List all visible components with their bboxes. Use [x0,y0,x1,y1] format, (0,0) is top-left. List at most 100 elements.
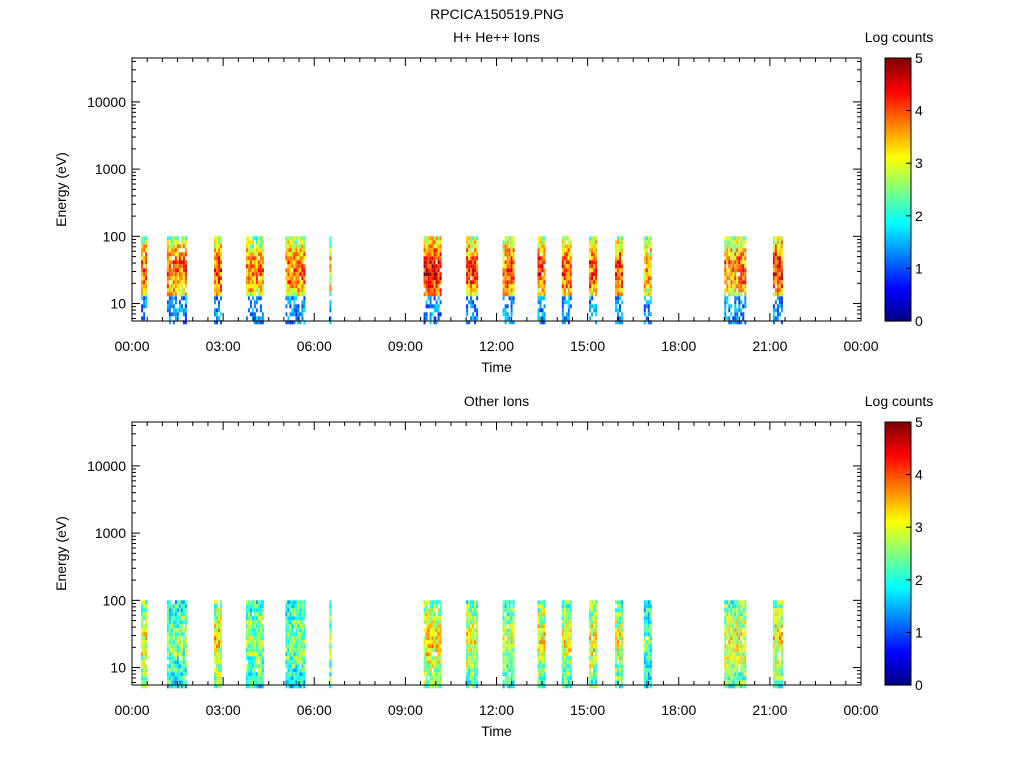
spectrogram-cell [253,676,256,681]
spectrogram-cell [178,268,181,273]
spectrogram-cell [510,300,513,305]
spectrogram-cell [255,660,258,665]
spectrogram-cell [168,668,171,673]
spectrogram-cell [429,684,432,689]
colorbar-step [885,71,911,75]
spectrogram-cell [537,260,540,265]
spectrogram-cell [285,640,288,645]
spectrogram-cell [170,628,173,633]
spectrogram-cell [216,672,218,677]
spectrogram-cell [778,276,781,281]
spectrogram-cell [425,240,428,245]
spectrogram-cell [214,264,216,269]
spectrogram-cell [470,608,473,613]
spectrogram-cell [537,292,540,297]
spectrogram-cell [774,260,777,265]
spectrogram-cell [780,276,783,281]
spectrogram-cell [508,280,511,285]
spectrogram-cell [329,664,332,669]
spectrogram-cell [778,284,781,289]
spectrogram-cell [261,632,264,637]
spectrogram-cell [439,236,442,241]
colorbar-step [885,537,911,541]
colorbar-label: Log counts [865,393,934,409]
spectrogram-cell [166,248,169,253]
colorbar-step [885,461,911,465]
spectrogram-cell [427,684,430,689]
spectrogram-cell [293,660,296,665]
spectrogram-cell [220,280,222,285]
spectrogram-cell [593,252,596,257]
spectrogram-cell [734,620,737,625]
spectrogram-cell [504,608,507,613]
spectrogram-cell [561,256,564,261]
spectrogram-cell [289,304,292,309]
spectrogram-cell [738,612,741,617]
spectrogram-cell [261,252,264,257]
spectrogram-cell [145,296,148,301]
spectrogram-cell [647,684,650,689]
spectrogram-cell [740,268,743,273]
spectrogram-cell [291,652,294,657]
spectrogram-cell [289,656,292,661]
spectrogram-cell [732,272,735,277]
spectrogram-cell [649,648,652,653]
spectrogram-cell [474,616,477,621]
spectrogram-cell [591,648,594,653]
spectrogram-cell [145,612,148,617]
colorbar-tick-label: 1 [915,260,923,276]
spectrogram-cell [437,676,440,681]
spectrogram-cell [537,656,540,661]
spectrogram-cell [166,256,169,261]
spectrogram-cell [621,300,623,305]
spectrogram-cell [249,284,252,289]
spectrogram-cell [429,644,432,649]
spectrogram-cell [466,268,469,273]
spectrogram-cell [466,636,469,641]
spectrogram-cell [433,244,436,249]
colorbar-step [885,592,911,597]
spectrogram-cell [437,684,440,689]
spectrogram-cell [593,636,596,641]
spectrogram-cell [537,272,540,277]
colorbar-step [885,79,911,83]
spectrogram-cell [429,600,432,605]
spectrogram-cell [166,664,169,669]
spectrogram-cell [289,240,292,245]
spectrogram-cell [468,644,471,649]
spectrogram-cell [145,240,148,245]
spectrogram-cell [259,308,262,313]
spectrogram-cell [329,300,332,305]
colorbar-step [885,176,911,180]
spectrogram-cell [470,304,473,309]
spectrogram-cell [502,632,505,637]
spectrogram-cell [780,292,783,297]
spectrogram-cell [251,256,254,261]
spectrogram-cell [425,264,428,269]
spectrogram-cell [563,600,566,605]
spectrogram-cell [170,272,173,277]
spectrogram-cell [299,672,302,677]
spectrogram-cell [301,636,304,641]
spectrogram-cell [774,288,777,293]
spectrogram-cell [220,312,222,317]
spectrogram-cell [780,604,783,609]
colorbar-step [885,242,911,246]
spectrogram-cell [774,248,777,253]
spectrogram-cell [170,304,173,309]
spectrogram-cell [170,280,173,285]
spectrogram-cell [774,600,777,605]
spectrogram-cell [569,632,572,637]
spectrogram-cell [289,604,292,609]
spectrogram-cell [508,240,511,245]
spectrogram-cell [567,660,570,665]
spectrogram-cell [251,296,254,301]
spectrogram-cell [569,636,572,641]
spectrogram-cell [216,600,218,605]
spectrogram-cell [255,632,258,637]
spectrogram-cell [738,624,741,629]
spectrogram-cell [619,620,621,625]
spectrogram-cell [259,604,262,609]
spectrogram-cell [780,252,783,257]
spectrogram-cell [184,640,187,645]
